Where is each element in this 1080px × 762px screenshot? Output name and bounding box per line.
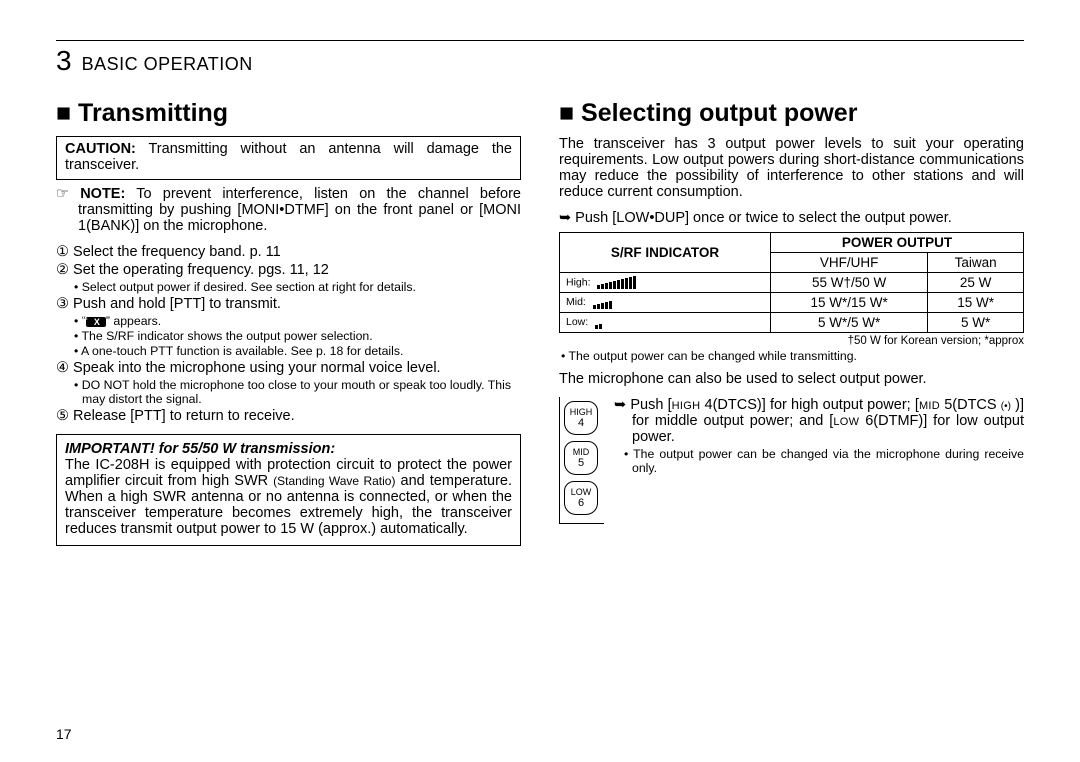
transmitting-heading: ■ Transmitting	[56, 99, 521, 128]
important-text: The IC-208H is equipped with protection …	[65, 457, 512, 537]
important-box: IMPORTANT! for 55/50 W transmission: The…	[56, 434, 521, 546]
chapter-header: 3 BASIC OPERATION	[56, 45, 1024, 77]
mic-instructions: ➥ Push [HIGH 4(DTCS)] for high output po…	[614, 397, 1024, 524]
chapter-title: BASIC OPERATION	[82, 54, 253, 75]
mic-sub-note: • The output power can be changed via th…	[614, 447, 1024, 475]
important-title: IMPORTANT! for 55/50 W transmission:	[65, 441, 335, 457]
mic-sentence: The microphone can also be used to selec…	[559, 371, 1024, 387]
row-high-indicator: High:	[560, 273, 771, 293]
table-row: Mid: 15 W*/15 W* 15 W*	[560, 293, 1024, 313]
mic-buttons-row: HIGH4 MID5 LOW6 ➥ Push [HIGH 4(DTCS)] fo…	[559, 397, 1024, 524]
step-3-sub-3: • A one-touch PTT function is available.…	[56, 344, 521, 358]
step-4: ④ Speak into the microphone using your n…	[56, 360, 521, 376]
th-srf: S/RF INDICATOR	[560, 233, 771, 273]
table-footnote: †50 W for Korean version; *approx	[559, 335, 1024, 347]
note-text: To prevent interference, listen on the c…	[78, 186, 521, 234]
step-1: ① Select the frequency band. p. 11	[56, 244, 521, 260]
bars-low-icon	[595, 317, 603, 329]
note-block: ☞ NOTE: To prevent interference, listen …	[56, 186, 521, 234]
step-3-sub-2: • The S/RF indicator shows the output po…	[56, 329, 521, 343]
mic-btn-high: HIGH4	[564, 401, 598, 435]
bars-mid-icon	[593, 297, 613, 309]
mic-buttons-group: HIGH4 MID5 LOW6	[559, 397, 604, 524]
row-high-vhf: 55 W†/50 W	[771, 273, 928, 293]
row-mid-tw: 15 W*	[928, 293, 1024, 313]
step-3: ③ Push and hold [PTT] to transmit.	[56, 296, 521, 312]
step-2: ② Set the operating frequency. pgs. 11, …	[56, 262, 521, 278]
note-label: NOTE:	[80, 186, 125, 202]
mic-arrow-line: ➥ Push [HIGH 4(DTCS)] for high output po…	[614, 397, 1024, 445]
step-4-sub: • DO NOT hold the microphone too close t…	[56, 378, 521, 406]
th-taiwan: Taiwan	[928, 253, 1024, 273]
mic-btn-low: LOW6	[564, 481, 598, 515]
selecting-power-heading: ■ Selecting output power	[559, 99, 1024, 128]
right-column: ■ Selecting output power The transceiver…	[559, 99, 1024, 546]
mic-btn-mid: MID5	[564, 441, 598, 475]
row-mid-indicator: Mid:	[560, 293, 771, 313]
output-change-note: • The output power can be changed while …	[559, 349, 1024, 363]
table-row: Low: 5 W*/5 W* 5 W*	[560, 313, 1024, 333]
top-rule	[56, 40, 1024, 41]
note-prefix: ☞	[56, 186, 80, 202]
row-low-vhf: 5 W*/5 W*	[771, 313, 928, 333]
table-row: High: 55 W†/50 W 25 W	[560, 273, 1024, 293]
caution-box: CAUTION: Transmitting without an antenna…	[56, 136, 521, 180]
left-column: ■ Transmitting CAUTION: Transmitting wit…	[56, 99, 521, 546]
row-high-tw: 25 W	[928, 273, 1024, 293]
tx-badge-icon: T X	[86, 317, 106, 327]
th-power: POWER OUTPUT	[771, 233, 1024, 253]
bars-high-icon	[597, 276, 637, 289]
push-lowdup-instruction: ➥ Push [LOW•DUP] once or twice to select…	[559, 210, 1024, 226]
row-low-indicator: Low:	[560, 313, 771, 333]
selecting-power-intro: The transceiver has 3 output power level…	[559, 136, 1024, 200]
row-low-tw: 5 W*	[928, 313, 1024, 333]
caution-label: CAUTION:	[65, 141, 136, 157]
chapter-number: 3	[56, 45, 72, 77]
th-vhf: VHF/UHF	[771, 253, 928, 273]
steps-list: ① Select the frequency band. p. 11 ② Set…	[56, 244, 521, 424]
step-2-sub: • Select output power if desired. See se…	[56, 280, 521, 294]
step-3-sub-1: • “T X” appears.	[56, 314, 521, 328]
page-number: 17	[56, 726, 72, 742]
row-mid-vhf: 15 W*/15 W*	[771, 293, 928, 313]
step-5: ⑤ Release [PTT] to return to receive.	[56, 408, 521, 424]
power-output-table: S/RF INDICATOR POWER OUTPUT VHF/UHF Taiw…	[559, 232, 1024, 333]
